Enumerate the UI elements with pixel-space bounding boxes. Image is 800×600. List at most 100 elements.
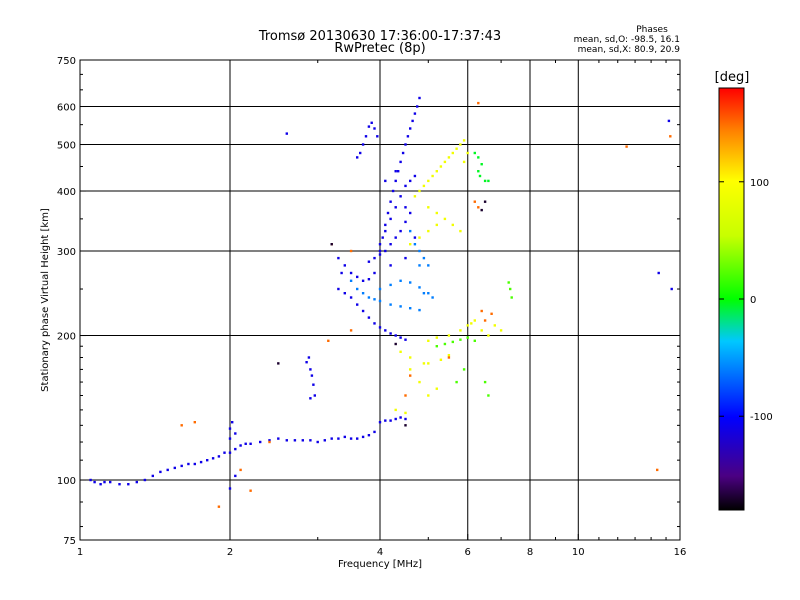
data-point: [439, 165, 443, 168]
data-point: [285, 132, 288, 135]
data-point: [483, 319, 487, 322]
data-point: [259, 440, 262, 444]
data-point: [451, 223, 454, 227]
data-point: [466, 336, 469, 339]
data-point: [409, 127, 412, 130]
data-point: [394, 408, 397, 412]
data-point: [389, 332, 392, 335]
data-point: [462, 139, 466, 142]
colorbar-ticks: 100 0 -100: [719, 178, 773, 423]
data-point: [228, 437, 232, 440]
chart-subtitle: RwPretec (8p): [334, 41, 425, 56]
data-point: [223, 451, 226, 454]
data-point: [234, 432, 237, 435]
data-point: [459, 338, 462, 341]
data-point: [480, 309, 483, 313]
data-point: [337, 256, 340, 260]
data-point: [413, 195, 417, 198]
data-point: [418, 249, 421, 253]
data-point: [381, 236, 384, 239]
data-point: [239, 444, 242, 447]
data-point: [285, 439, 288, 442]
data-point: [404, 417, 407, 421]
data-point: [418, 189, 421, 193]
data-point: [394, 342, 397, 346]
y-tick-label: 200: [57, 332, 76, 343]
data-point: [340, 271, 343, 275]
data-point: [384, 223, 387, 227]
data-point: [373, 127, 376, 130]
x-tick-label: 1: [77, 547, 83, 558]
data-point: [427, 179, 430, 183]
data-point: [228, 487, 232, 490]
data-point: [228, 451, 232, 454]
data-point: [447, 156, 451, 159]
data-point: [404, 184, 407, 188]
data-point: [427, 394, 430, 397]
data-point: [667, 119, 671, 123]
data-point: [349, 249, 353, 253]
data-point: [343, 292, 346, 295]
x-tick-label: 16: [674, 547, 687, 558]
data-point: [625, 145, 628, 148]
data-point: [193, 462, 196, 466]
data-point: [337, 287, 340, 291]
data-point: [455, 380, 458, 384]
data-point: [483, 200, 487, 203]
data-point: [477, 101, 480, 105]
data-point: [309, 439, 312, 442]
data-point: [356, 275, 359, 279]
data-point: [413, 112, 417, 115]
data-point: [361, 143, 365, 146]
data-point: [404, 411, 407, 415]
colorbar-tick-label: -100: [750, 412, 773, 423]
data-point: [435, 211, 438, 215]
data-point: [349, 329, 353, 332]
data-point: [480, 329, 483, 332]
data-point: [349, 437, 353, 440]
x-tick-label: 10: [572, 547, 585, 558]
data-point: [418, 236, 421, 239]
data-point: [378, 326, 382, 329]
data-point: [361, 292, 365, 295]
data-point: [418, 264, 421, 267]
x-tick-label: 8: [527, 547, 533, 558]
data-point: [443, 217, 447, 221]
data-point: [657, 271, 660, 275]
data-point: [356, 437, 359, 440]
data-point: [483, 380, 487, 384]
colorbar-unit: [deg]: [715, 70, 750, 85]
data-point: [399, 336, 402, 339]
data-point: [103, 480, 106, 484]
y-tick-label: 100: [57, 476, 76, 487]
data-point: [268, 440, 271, 444]
data-point: [427, 264, 430, 267]
data-point: [409, 229, 412, 233]
data-point: [93, 480, 96, 484]
data-point: [330, 243, 333, 246]
data-point: [478, 174, 482, 178]
data-point: [427, 229, 430, 233]
data-point: [480, 163, 483, 166]
data-point: [447, 356, 451, 359]
data-point: [397, 170, 400, 173]
data-point: [384, 329, 387, 332]
data-point: [509, 287, 512, 291]
data-point: [459, 329, 462, 332]
data-point: [493, 324, 496, 327]
data-point: [244, 442, 247, 445]
y-tick-label: 75: [63, 536, 76, 547]
data-point: [670, 287, 673, 291]
data-point: [394, 206, 397, 209]
data-point: [401, 151, 405, 155]
data-point: [466, 324, 469, 327]
data-point: [399, 195, 402, 198]
data-point: [477, 156, 480, 159]
data-point: [228, 427, 232, 430]
data-point: [118, 483, 121, 486]
data-point: [459, 229, 462, 233]
data-point: [277, 362, 280, 365]
data-point: [356, 156, 359, 159]
data-point: [473, 200, 476, 203]
data-point: [406, 135, 410, 138]
